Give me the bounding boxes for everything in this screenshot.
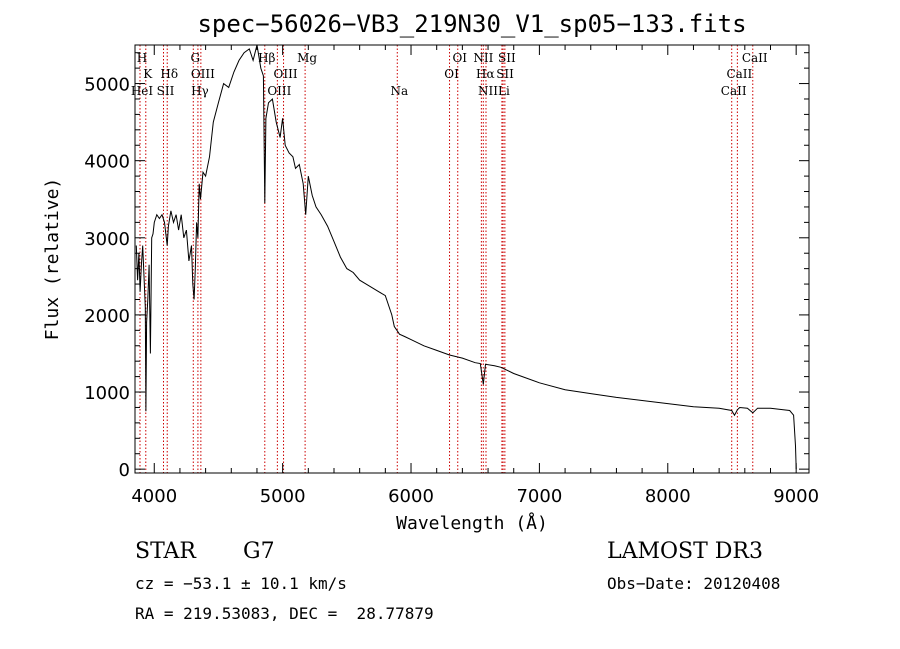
line-label-9: OIII bbox=[274, 67, 298, 81]
y-axis-ticks: 0 1000 2000 3000 4000 5000 bbox=[84, 52, 809, 481]
x-tick-label-0: 4000 bbox=[131, 486, 177, 507]
line-label-13: OI bbox=[452, 51, 467, 65]
line-label-0: H bbox=[137, 51, 147, 65]
x-axis-label: Wavelength (Å) bbox=[396, 512, 548, 534]
y-tick-label-2: 2000 bbox=[84, 306, 130, 327]
line-label-22: CaII bbox=[726, 67, 752, 81]
x-tick-label-3: 7000 bbox=[516, 486, 562, 507]
y-tick-label-0: 0 bbox=[119, 460, 130, 481]
x-tick-label-4: 8000 bbox=[645, 486, 691, 507]
y-tick-label-4: 4000 bbox=[84, 152, 130, 173]
line-label-4: Hδ bbox=[160, 67, 178, 81]
line-label-20: Li bbox=[498, 84, 510, 98]
line-label-8: Hβ bbox=[258, 51, 275, 65]
line-label-11: Mg bbox=[297, 51, 317, 65]
plot-frame bbox=[134, 44, 810, 474]
y-axis-label: Flux (relative) bbox=[42, 178, 63, 341]
line-label-10: OIII bbox=[267, 84, 291, 98]
line-label-5: G bbox=[190, 51, 200, 65]
object-class: STAR bbox=[135, 539, 196, 564]
x-tick-label-5: 9000 bbox=[773, 486, 819, 507]
line-label-3: SII bbox=[157, 84, 175, 98]
spectral-line-markers bbox=[139, 45, 754, 473]
y-tick-label-5: 5000 bbox=[84, 75, 130, 96]
object-subclass: G7 bbox=[243, 539, 275, 564]
line-label-17: Hα bbox=[476, 67, 495, 81]
observation-date: Obs−Date: 20120408 bbox=[607, 574, 781, 593]
line-label-7: Hγ bbox=[191, 84, 209, 98]
line-label-18: SII bbox=[496, 67, 514, 81]
spectrum-series-line bbox=[135, 44, 797, 470]
line-label-19: NII bbox=[478, 84, 498, 98]
x-axis-ticks: 4000 5000 6000 7000 8000 9000 bbox=[131, 45, 819, 507]
line-label-16: SII bbox=[498, 51, 516, 65]
line-label-21: CaII bbox=[742, 51, 768, 65]
line-label-1: K bbox=[143, 67, 153, 81]
line-label-14: OI bbox=[444, 67, 459, 81]
line-label-23: CaII bbox=[721, 84, 747, 98]
velocity-readout: cz = −53.1 ± 10.1 km/s bbox=[135, 574, 347, 593]
y-tick-label-1: 1000 bbox=[84, 383, 130, 404]
y-tick-label-3: 3000 bbox=[84, 229, 130, 250]
coordinates-readout: RA = 219.53083, DEC = 28.77879 bbox=[135, 604, 434, 623]
line-label-12: Na bbox=[390, 84, 408, 98]
line-label-6: OIII bbox=[191, 67, 215, 81]
survey-name: LAMOST DR3 bbox=[607, 539, 763, 564]
chart-title: spec−56026−VB3_219N30_V1_sp05−133.fits bbox=[197, 10, 746, 38]
x-tick-label-2: 6000 bbox=[388, 486, 434, 507]
line-label-15: NII bbox=[473, 51, 493, 65]
line-label-2: HeI bbox=[131, 84, 154, 98]
x-tick-label-1: 5000 bbox=[260, 486, 306, 507]
